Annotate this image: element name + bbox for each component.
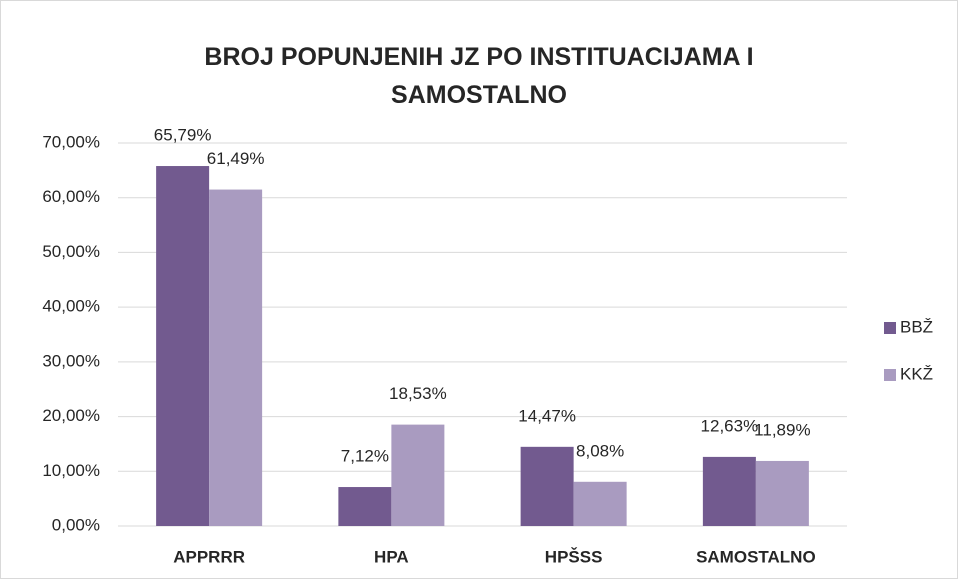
data-label: 12,63% (701, 416, 759, 435)
x-tick-label: HPA (374, 547, 409, 566)
bar (209, 189, 263, 526)
y-tick-label: 50,00% (42, 242, 100, 261)
x-tick-label: APPRRR (173, 547, 245, 566)
bar (391, 424, 445, 526)
data-label: 65,79% (154, 126, 212, 145)
legend-swatch (884, 322, 896, 334)
legend-label: BBŽ (900, 317, 933, 336)
bar (573, 481, 627, 526)
data-label: 11,89% (754, 420, 810, 439)
data-label: 61,49% (207, 149, 265, 168)
legend-label: KKŽ (900, 364, 933, 383)
data-label: 7,12% (341, 447, 389, 466)
y-tick-label: 60,00% (42, 187, 100, 206)
bar (520, 446, 574, 526)
y-tick-label: 70,00% (42, 132, 100, 151)
bar (702, 456, 756, 526)
data-label: 8,08% (576, 441, 624, 460)
data-label: 18,53% (389, 384, 447, 403)
chart-title: BROJ POPUNJENIH JZ PO INSTITUACIJAMA I S… (204, 43, 754, 109)
y-tick-label: 0,00% (52, 515, 100, 534)
data-label: 14,47% (518, 406, 576, 425)
bar (755, 460, 809, 526)
bar (338, 487, 392, 526)
legend-swatch (884, 369, 896, 381)
x-tick-label: HPŠSS (545, 547, 603, 566)
y-tick-label: 30,00% (42, 351, 100, 370)
y-tick-label: 10,00% (42, 461, 100, 480)
y-tick-label: 20,00% (42, 406, 100, 425)
bar (156, 166, 210, 526)
y-tick-label: 40,00% (42, 297, 100, 316)
x-tick-label: SAMOSTALNO (696, 547, 816, 566)
